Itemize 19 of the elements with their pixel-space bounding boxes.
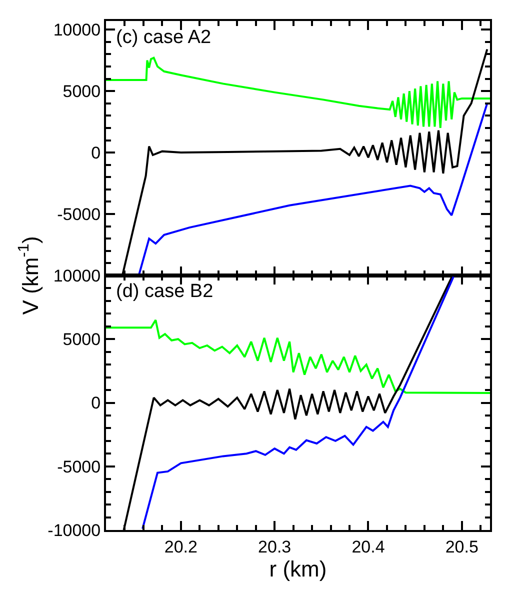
line-series [138,102,488,276]
annotation: (d) case B2 [116,281,214,302]
x-axis-title: r (km) [269,556,327,582]
y-tick-label: -10000 [48,520,101,540]
x-tick-label: 20.5 [445,537,478,556]
y-tick-label: 10000 [53,266,101,286]
line-series [106,319,490,394]
y-tick-label: 5000 [62,82,101,102]
line-series [106,56,490,129]
annotation: (c) case A2 [116,27,212,48]
y-tick-label: -5000 [57,457,101,476]
x-tick-label: 20.4 [352,537,385,556]
y-tick-label: 10000 [53,20,101,40]
y-tick-label: 5000 [62,330,101,350]
y-tick-label: -5000 [57,204,101,224]
y-tick-label: 0 [91,144,101,162]
x-tick-label: 20.3 [258,537,292,556]
y-tick-label: 0 [91,394,101,413]
x-tick-label: 20.2 [164,537,198,556]
